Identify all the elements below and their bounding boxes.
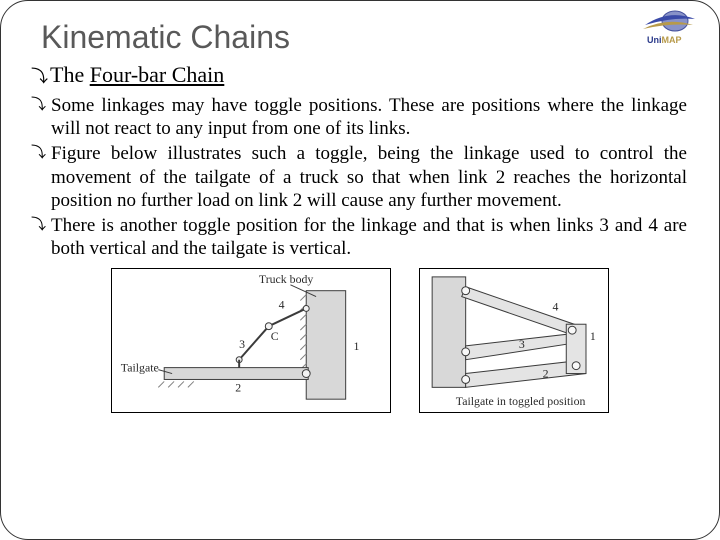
fig-a-n3: 3 bbox=[239, 337, 245, 351]
fig-a-truck-label: Truck body bbox=[259, 272, 314, 286]
figure-a: Truck body 4 3 C 2 1 Tailga bbox=[111, 268, 391, 413]
fig-a-n2: 2 bbox=[235, 380, 241, 394]
slide-frame: UniMAP Kinematic Chains ⤵The Four-bar Ch… bbox=[0, 0, 720, 540]
bullet-3: ⤵ There is another toggle position for t… bbox=[51, 214, 687, 260]
fig-b-toggle-label: Tailgate in toggled position bbox=[456, 394, 586, 408]
fig-a-n4: 4 bbox=[279, 298, 285, 312]
slide-title: Kinematic Chains bbox=[27, 19, 693, 56]
logo: UniMAP bbox=[637, 7, 701, 47]
figure-b: 1 4 3 2 Tailgate in toggled position bbox=[419, 268, 609, 413]
bullet-glyph-icon: ⤵ bbox=[31, 144, 46, 162]
fig-b-n2: 2 bbox=[543, 367, 549, 381]
fig-a-n1: 1 bbox=[354, 339, 360, 353]
subtitle: ⤵The Four-bar Chain bbox=[31, 62, 693, 88]
bullet-glyph-icon: ⤵ bbox=[31, 216, 46, 234]
figure-row: Truck body 4 3 C 2 1 Tailga bbox=[27, 268, 693, 413]
bullet-text: Some linkages may have toggle positions.… bbox=[51, 95, 687, 139]
bullet-2: ⤵ Figure below illustrates such a toggle… bbox=[51, 142, 687, 212]
bullet-glyph-icon: ⤵ bbox=[31, 67, 48, 86]
fig-b-n4: 4 bbox=[552, 300, 558, 314]
bullet-1: ⤵ Some linkages may have toggle position… bbox=[51, 94, 687, 140]
fig-a-lblC: C bbox=[271, 329, 279, 343]
subtitle-prefix: The bbox=[50, 62, 90, 87]
fig-b-n3: 3 bbox=[519, 337, 525, 351]
bullet-text: There is another toggle position for the… bbox=[51, 215, 687, 259]
bullet-glyph-icon: ⤵ bbox=[31, 96, 46, 114]
bullet-text: Figure below illustrates such a toggle, … bbox=[51, 143, 687, 210]
svg-text:UniMAP: UniMAP bbox=[647, 35, 682, 45]
fig-a-tailgate-label: Tailgate bbox=[121, 361, 159, 375]
subtitle-underlined: Four-bar Chain bbox=[90, 62, 225, 87]
fig-b-n1: 1 bbox=[590, 329, 596, 343]
